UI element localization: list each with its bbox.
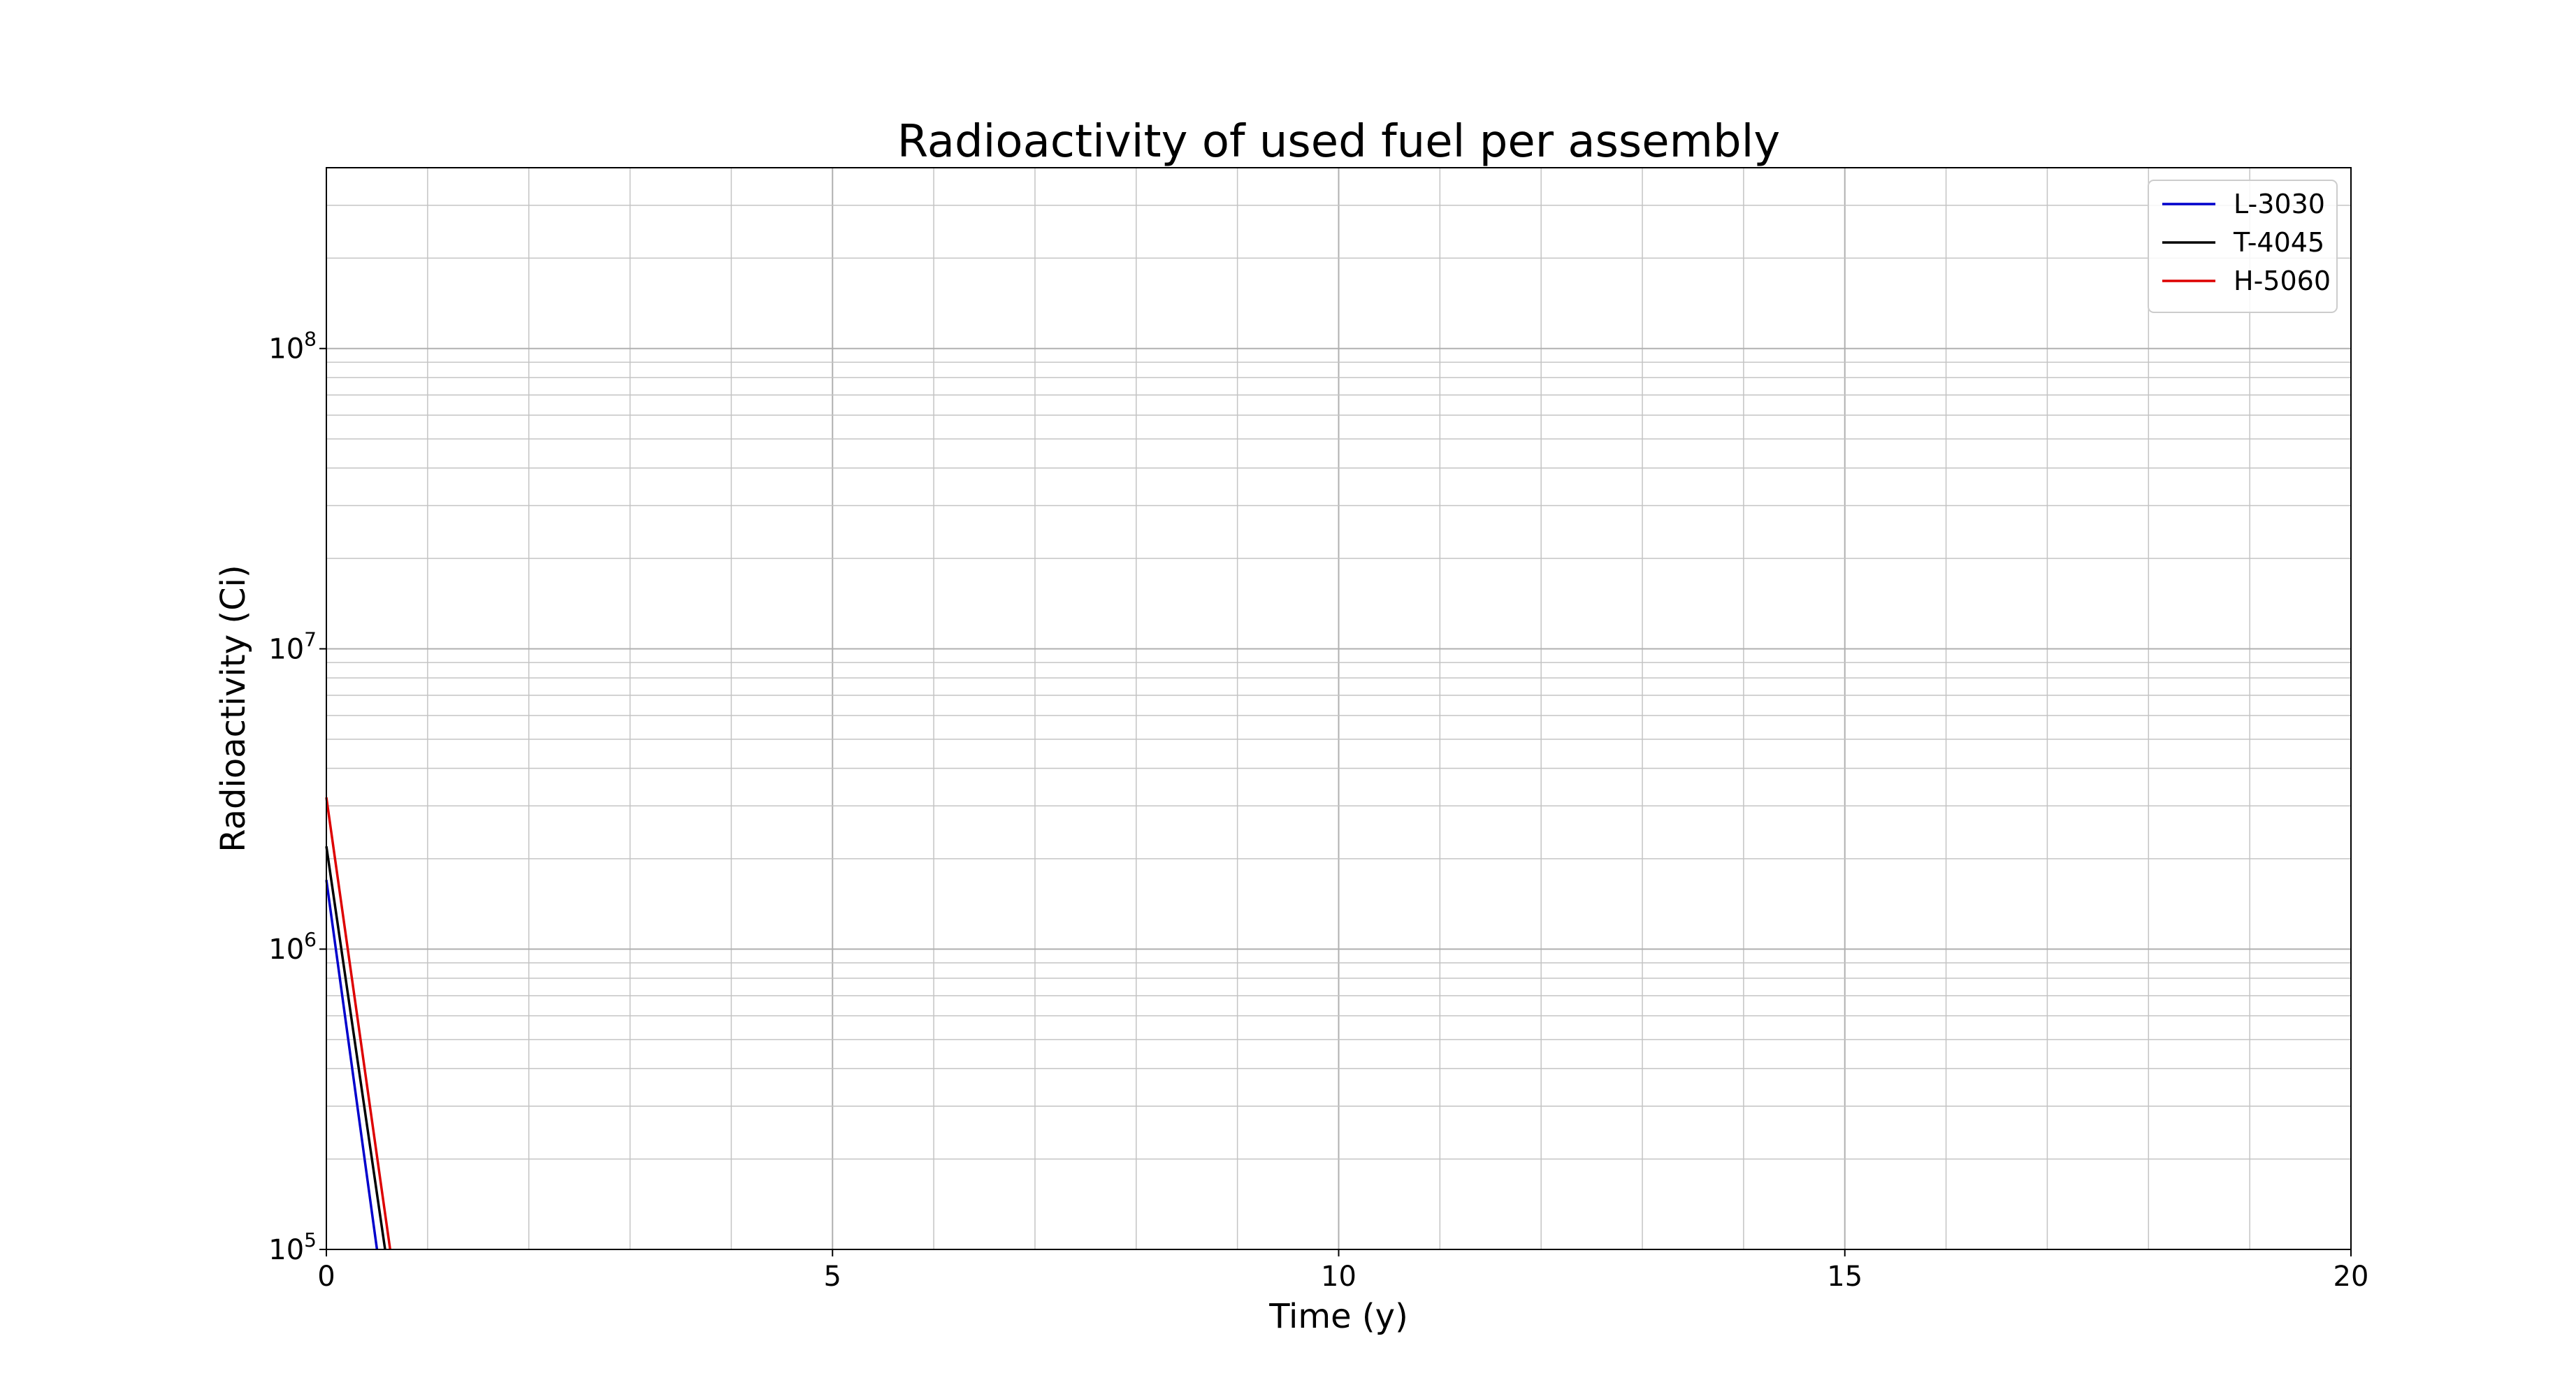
grid (326, 167, 2352, 1250)
y-tick-label: 107 (268, 628, 317, 665)
y-axis-label: Radioactivity (Ci) (214, 565, 253, 852)
series-lines (325, 797, 391, 1250)
x-tick-label: 0 (317, 1261, 335, 1293)
legend-label: L-3030 (2234, 189, 2325, 219)
legend: L-3030 T-4045 H-5060 (2148, 180, 2338, 313)
x-tick-label: 20 (2333, 1261, 2369, 1293)
series-line-l-3030 (325, 879, 379, 1250)
series-line-h-5060 (325, 797, 391, 1250)
chart-title: Radioactivity of used fuel per assembly (897, 116, 1781, 168)
y-axis-ticks: 105 106 107 108 (268, 328, 326, 1266)
y-tick-label: 105 (268, 1228, 317, 1266)
x-tick-label: 5 (824, 1261, 841, 1293)
y-tick-label: 108 (268, 328, 317, 365)
y-tick-label: 106 (268, 928, 317, 966)
series-line-t-4045 (325, 846, 386, 1250)
x-tick-label: 10 (1321, 1261, 1356, 1293)
x-axis-label: Time (y) (1268, 1297, 1408, 1336)
legend-label: H-5060 (2234, 266, 2331, 296)
x-tick-label: 15 (1827, 1261, 1862, 1293)
x-axis-ticks: 0 5 10 15 20 (317, 1249, 2368, 1293)
legend-box (2148, 180, 2338, 313)
legend-label: T-4045 (2233, 227, 2324, 258)
